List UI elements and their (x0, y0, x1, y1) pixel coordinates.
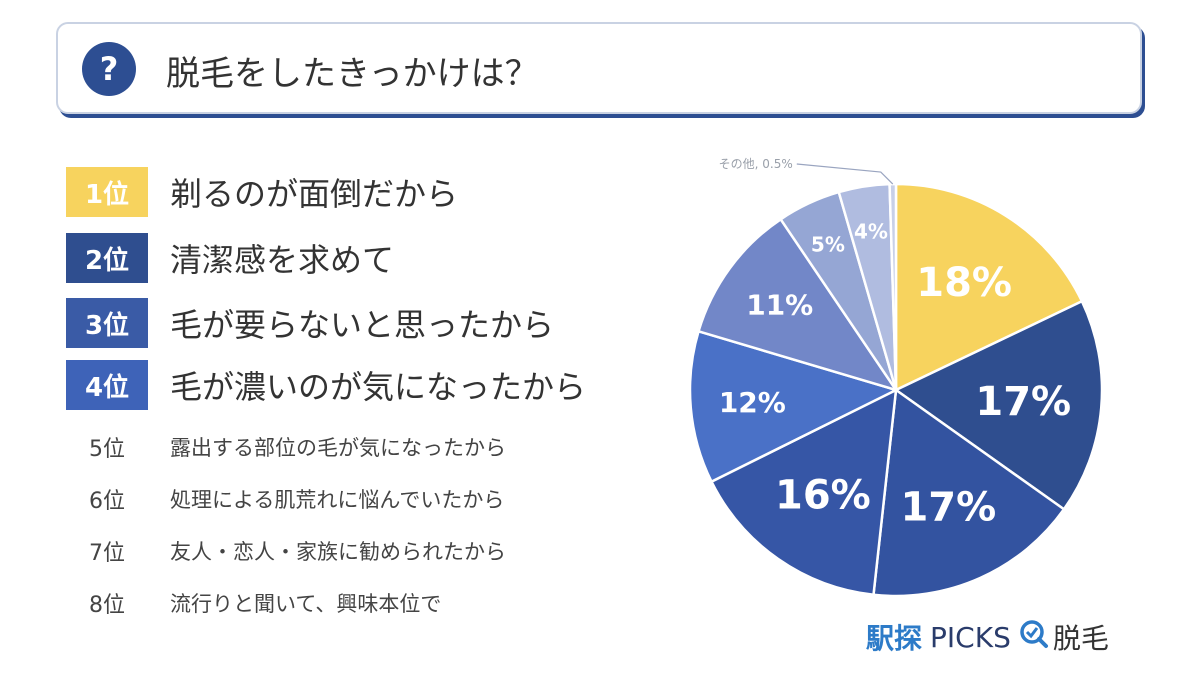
rank-badge-4: 4位 (66, 360, 148, 410)
rank-badge-1: 1位 (66, 167, 148, 217)
rank-item-5: 5位 露出する部位の毛が気になったから (66, 422, 506, 472)
pie-slice-6 (696, 217, 899, 393)
rank-text-6: 処理による肌荒れに悩んでいたから (170, 488, 505, 512)
pie-label-1: 18% (916, 260, 1012, 306)
pie-label-3: 17% (900, 485, 996, 531)
callout-line (796, 163, 894, 185)
logo-text-picks: PICKS (930, 620, 1011, 654)
pie-label-8: 4% (854, 219, 888, 243)
brand-logo: 駅探 PICKS 脱毛 (866, 617, 1109, 657)
logo-text-ekitan: 駅探 (866, 622, 923, 655)
rank-item-4: 4位 毛が濃いのが気になったから (66, 360, 586, 410)
question-header: ? 脱毛をしたきっかけは？ (56, 22, 1142, 114)
rank-item-8: 8位 流行りと聞いて、興味本位で (66, 578, 441, 628)
pie-label-9: その他, 0.5% (719, 157, 793, 171)
pie-label-4: 16% (775, 473, 871, 519)
rank-badge-3: 3位 (66, 298, 148, 348)
pie-label-6: 11% (746, 288, 813, 321)
rank-number-7: 7位 (89, 541, 125, 566)
pie-slice-4 (709, 387, 898, 597)
rank-number-6: 6位 (89, 489, 125, 514)
rank-text-8: 流行りと聞いて、興味本位で (170, 592, 442, 616)
logo-text-datsumo: 脱毛 (1052, 622, 1109, 655)
rank-item-6: 6位 処理による肌荒れに悩んでいたから (66, 474, 504, 524)
pie-slice-9 (888, 182, 898, 391)
pie-label-7: 5% (811, 232, 845, 256)
pie-chart: 18% 17% 17% 16% 12% 11% 5% 4% その他, 0.5% (688, 157, 1104, 598)
pie-slice-5 (688, 329, 900, 484)
rank-text-5: 露出する部位の毛が気になったから (170, 436, 506, 460)
rank-text-3: 毛が要らないと思ったから (170, 306, 555, 344)
pie-slice-1 (894, 182, 1084, 392)
rank-item-2: 2位 清潔感を求めて (66, 233, 394, 283)
pie-label-2: 17% (975, 379, 1071, 425)
pie-slice-3 (872, 387, 1066, 598)
rank-number-5: 5位 (89, 437, 125, 462)
rank-item-3: 3位 毛が要らないと思ったから (66, 298, 554, 348)
page-title: 脱毛をしたきっかけは？ (166, 54, 539, 94)
rank-item-1: 1位 剃るのが面倒だから (66, 167, 458, 217)
pie-slice-2 (893, 299, 1104, 511)
question-icon: ? (82, 42, 136, 96)
rank-number-8: 8位 (89, 593, 125, 618)
pie-label-5: 12% (719, 386, 786, 419)
rank-text-2: 清潔感を求めて (170, 241, 395, 279)
rank-text-7: 友人・恋人・家族に勧められたから (170, 540, 506, 564)
magnifier-check-icon (1019, 619, 1049, 656)
rank-text-1: 剃るのが面倒だから (170, 175, 459, 213)
rank-badge-2: 2位 (66, 233, 148, 283)
rank-item-7: 7位 友人・恋人・家族に勧められたから (66, 526, 506, 576)
rank-text-4: 毛が濃いのが気になったから (170, 368, 587, 406)
